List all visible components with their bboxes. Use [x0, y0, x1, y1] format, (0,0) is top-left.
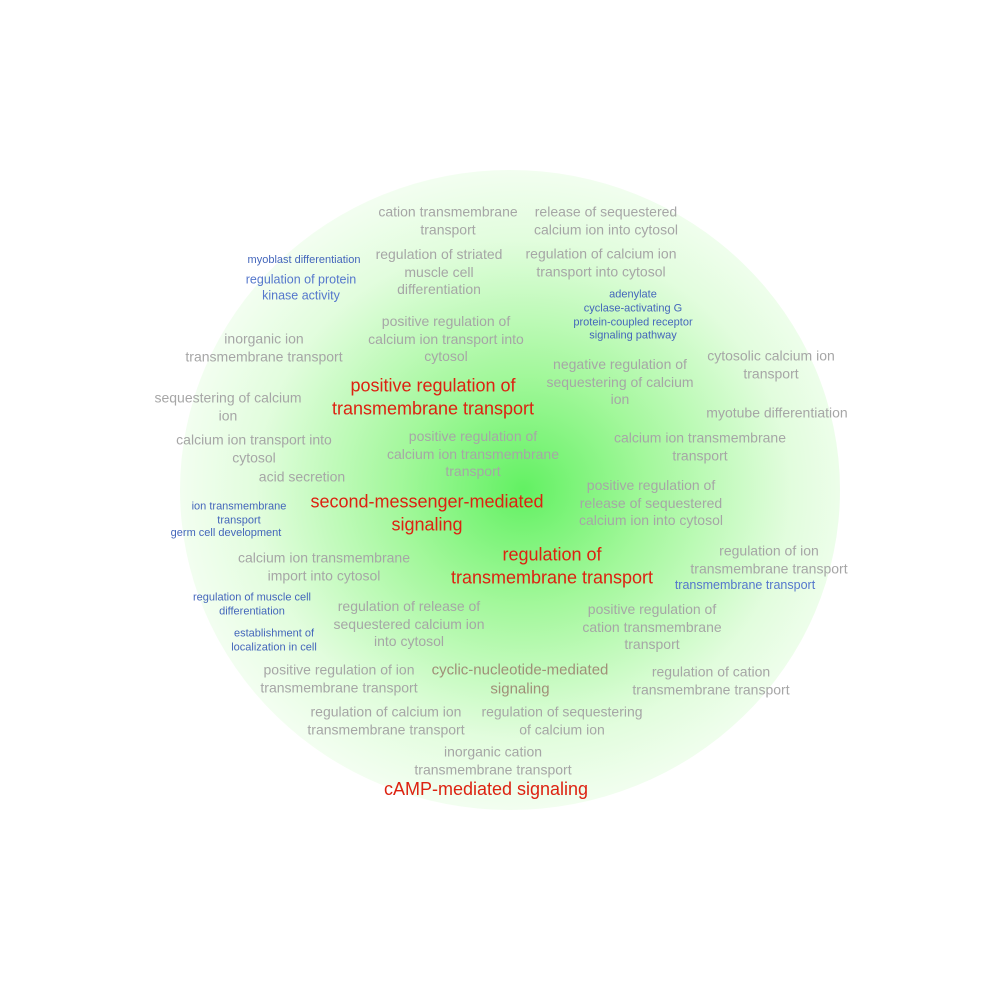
go-term-label: sequestering of calcium ion — [154, 389, 302, 424]
go-term-label: positive regulation of transmembrane tran… — [331, 375, 535, 419]
enrichment-glow — [180, 170, 840, 810]
go-term-label: regulation of cation transmembrane transp… — [632, 663, 790, 698]
go-term-label: ion transmembrane transport — [191, 500, 287, 526]
go-term-label: positive regulation of calcium ion transp… — [368, 312, 524, 364]
go-term-label: inorganic ion transmembrane transport — [185, 330, 343, 365]
go-term-label: transmembrane transport — [674, 578, 816, 593]
go-term-label: regulation of sequestering of calcium ion — [481, 703, 643, 738]
go-term-label: positive regulation of calcium ion transm… — [387, 427, 559, 479]
go-term-label: regulation of protein kinase activity — [245, 272, 357, 302]
go-term-label: regulation of calcium ion transport into … — [525, 245, 677, 280]
go-term-label: cyclic-nucleotide-mediated signaling — [431, 661, 609, 697]
go-term-label: regulation of muscle cell differentiation — [192, 591, 312, 617]
go-term-label: calcium ion transmembrane import into cyt… — [238, 549, 410, 584]
go-term-label: cytosolic calcium ion transport — [707, 347, 835, 382]
go-term-label: acid secretion — [258, 468, 346, 485]
go-term-label: germ cell development — [170, 527, 282, 540]
go-term-label: myoblast differentiation — [247, 254, 361, 267]
go-term-label: negative regulation of sequestering of ca… — [546, 355, 694, 407]
go-term-label: positive regulation of cation transmembra… — [582, 600, 722, 652]
go-term-label: regulation of release of sequestered calc… — [333, 597, 485, 649]
go-term-label: regulation of ion transmembrane transport — [690, 542, 848, 577]
go-term-label: second-messenger-mediated signaling — [310, 491, 544, 535]
go-term-label: inorganic cation transmembrane transport — [414, 743, 572, 778]
go-term-label: calcium ion transport into cytosol — [176, 431, 332, 466]
go-term-label: cation transmembrane transport — [378, 203, 518, 238]
go-term-label: release of sequestered calcium ion into c… — [534, 203, 678, 238]
go-term-label: positive regulation of ion transmembrane … — [260, 661, 418, 696]
go-term-label: positive regulation of release of sequest… — [579, 476, 723, 528]
go-term-label: regulation of calcium ion transmembrane t… — [307, 703, 465, 738]
go-term-label: regulation of striated muscle cell differe… — [375, 245, 503, 297]
go-term-label: regulation of transmembrane transport — [450, 544, 654, 588]
go-term-label: myotube differentiation — [706, 404, 848, 421]
go-term-label: cAMP-mediated signaling — [383, 778, 589, 799]
go-term-label: calcium ion transmembrane transport — [614, 429, 786, 464]
go-term-label: establishment of localization in cell — [231, 627, 317, 653]
